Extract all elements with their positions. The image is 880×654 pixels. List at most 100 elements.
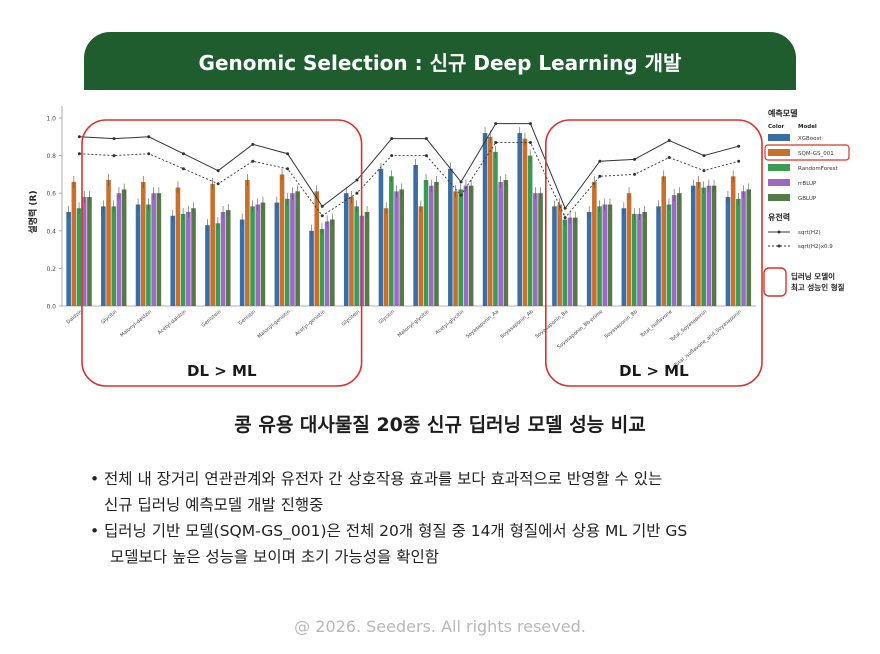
bar [533,193,538,306]
x-tick-label: Soyasaponin_Bb [604,309,639,340]
heritability-point [286,167,290,171]
heritability-point [390,137,394,141]
bar [186,212,191,306]
heritability-point [77,135,81,139]
bar [274,202,280,306]
bar [225,210,231,306]
bar [354,206,359,306]
bar [557,204,562,306]
bar [666,204,672,306]
legend-title: 예측모델 [768,108,797,118]
legend-swatch [768,149,790,156]
bar [260,202,266,306]
bar [701,187,706,306]
bar [458,189,464,306]
performance-chart: 0.0 0.2 0.4 0.6 0.8 1.0 설명력 (R) Daidzin Glycitin… [27,106,850,387]
legend-label: RandomForest [798,166,838,172]
legend-label: sqrt(H2)x0.9 [798,244,833,250]
copyright-footer: @ 2026. Seeders. All rights reseved. [294,617,586,636]
bar [71,181,77,306]
bar [493,151,498,306]
bar [81,196,87,306]
bar [121,189,127,306]
heritability-point [459,180,463,184]
highlight-box-right [544,119,763,387]
heritability-point [528,140,532,144]
legend-label: GBLUP [798,196,817,202]
heritability-point [181,167,185,171]
bar [383,208,389,306]
bar [309,230,314,306]
bar [671,195,677,306]
bar [730,176,736,306]
heritability-point [494,140,498,144]
bar [146,204,151,306]
heritability-point [459,193,463,197]
legend-highlight-text: 최고 성능인 형질 [791,282,845,292]
bar [378,168,384,306]
x-tick-label: Total_isoflavone [638,309,673,340]
chart-area: 0.0 0.2 0.4 0.6 0.8 1.0 설명력 (R) Daidzin Glycitin… [24,90,856,390]
bullet-text-line: 전체 내 장거리 연관관계와 유전자 간 상호작용 효과를 보다 효과적으로 반… [104,470,663,488]
heritability-point [633,157,637,161]
bar [453,191,458,306]
chart-caption: 콩 유용 대사물질 20종 신규 딥러닝 모델 성능 비교 [234,414,646,436]
bullet-symbol: • [90,522,100,540]
bar [482,133,488,306]
bullet-list: • 전체 내 장거리 연관관계와 유전자 간 상호작용 효과를 보다 효과적으로… [90,466,810,570]
bar [696,181,701,306]
bar [572,217,578,306]
x-tick-label: Acetyl-genistin [294,309,326,338]
bar [87,196,92,306]
legend-swatch [768,194,790,201]
legend-swatch [768,134,790,141]
y-tick-label: 0.2 [46,266,56,273]
y-tick-label: 0.0 [46,304,56,311]
bar [205,225,210,306]
legend-model-header: Model [798,124,817,130]
heritability-point [147,152,151,156]
bar [562,219,568,306]
bar [314,191,320,306]
bar [463,185,469,306]
heritability-line [79,123,739,210]
heritability-point [667,155,671,159]
bar [284,198,290,306]
legend-highlight-frame [764,144,850,161]
bar [428,185,434,306]
bullet-item: • 전체 내 장거리 연관관계와 유전자 간 상호작용 효과를 보다 효과적으로… [90,466,810,518]
bullet-text-line: 모델보다 높은 성능을 보이며 초기 가능성을 확인함 [110,548,440,566]
y-tick-label: 1.0 [46,116,56,123]
bar [349,196,354,306]
bar [255,204,261,306]
legend-label: XGBoost [798,136,822,142]
bar [706,185,712,306]
annotation-left: DL > ML [187,362,257,380]
bar [106,180,111,306]
bar [527,155,533,306]
y-tick-label: 0.6 [46,191,56,198]
bar [151,193,156,306]
x-tick-label: Malonyl-glycitin [397,309,431,339]
y-tick-label: 0.4 [46,228,56,235]
bar [517,133,523,306]
heritability-point [424,154,428,158]
bar [394,191,399,306]
bar [637,213,642,306]
bar [690,185,696,306]
bar [448,168,453,306]
bar [567,217,573,306]
heritability-point [320,204,324,208]
bar [602,204,608,306]
heritability-point [355,178,359,182]
annotation-right: DL > ML [619,362,689,380]
legend-label: sqrt(H2) [798,230,821,236]
bar [741,191,746,306]
x-tick-label: Genistein [200,309,222,329]
bar [661,176,667,306]
bar [423,180,429,306]
heritability-point [528,122,532,126]
x-tick-label: Glycitin [378,309,396,326]
legend-highlight-text: 딥러닝 모델이 [791,271,835,281]
bar [677,193,682,306]
